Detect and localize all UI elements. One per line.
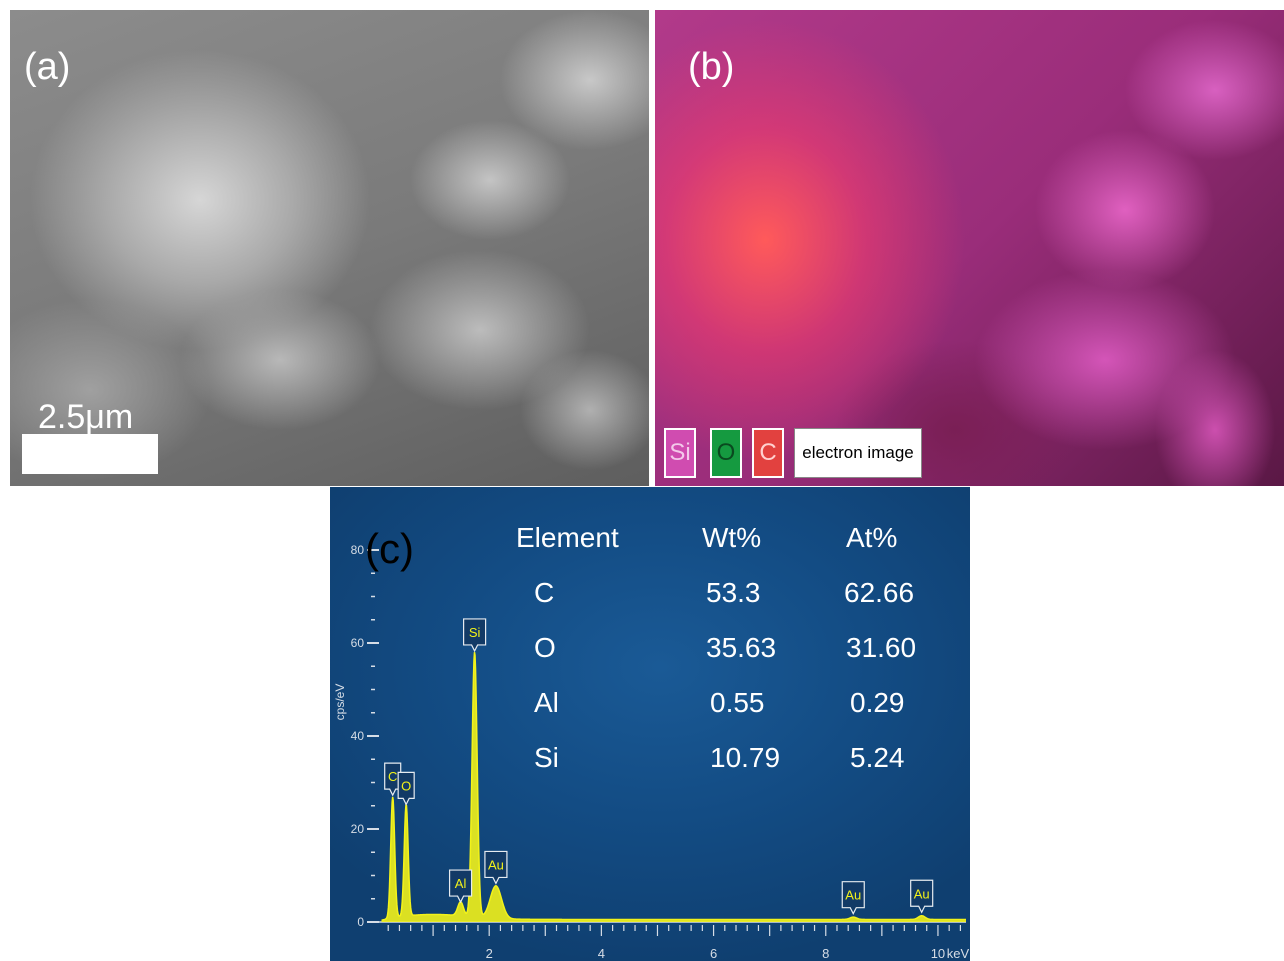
peak-label: C — [388, 769, 397, 784]
peak-marker — [397, 771, 415, 806]
peak-label: Au — [914, 886, 930, 901]
table-cell: 10.79 — [710, 742, 781, 773]
peak-marker — [484, 850, 508, 885]
x-axis-title: keV — [947, 946, 970, 961]
peak-marker — [841, 881, 865, 916]
table-cell: Si — [534, 742, 559, 773]
panel-b-label: (b) — [688, 46, 735, 88]
x-tick-label: 8 — [822, 946, 829, 961]
table-cell: O — [534, 632, 556, 663]
legend-si: Si — [664, 428, 696, 478]
peak-label: O — [401, 778, 411, 793]
table-cell: 31.60 — [846, 632, 917, 663]
peak-label: Si — [469, 625, 481, 640]
panel-a-label: (a) — [24, 46, 71, 88]
scale-bar — [22, 434, 158, 474]
table-header-wt: Wt% — [702, 522, 762, 553]
x-tick-label: 2 — [486, 946, 493, 961]
panel-c-label: (c) — [365, 525, 414, 572]
peak-marker — [910, 879, 934, 914]
table-cell: 0.55 — [710, 687, 765, 718]
table-header-element: Element — [516, 522, 619, 553]
y-tick-label: 40 — [351, 729, 365, 743]
table-cell: 35.63 — [706, 632, 777, 663]
legend-c: C — [752, 428, 784, 478]
spectrum-line — [381, 652, 966, 922]
legend-electron-image: electron image — [794, 428, 922, 478]
table-cell: Al — [534, 687, 559, 718]
peak-marker — [448, 869, 473, 904]
table-cell: 0.29 — [850, 687, 905, 718]
y-tick-label: 0 — [357, 915, 364, 929]
y-axis-title: cps/eV — [333, 684, 347, 721]
eds-spectrum-panel: 0 20 40 60 80 2 4 6 8 10 keV cps/eV C O Al Si Au Au Au — [330, 487, 970, 961]
table-cell: C — [534, 577, 555, 608]
x-tick-label: 4 — [598, 946, 605, 961]
table-cell: 53.3 — [706, 577, 761, 608]
table-header-at: At% — [846, 522, 898, 553]
table-cell: 5.24 — [850, 742, 905, 773]
y-tick-label: 80 — [351, 543, 365, 557]
x-tick-label: 10 — [931, 946, 945, 961]
y-tick-label: 20 — [351, 822, 365, 836]
sem-image-panel — [10, 10, 649, 486]
legend-o: O — [710, 428, 742, 478]
x-tick-label: 6 — [710, 946, 717, 961]
scale-bar-label: 2.5μm — [38, 398, 134, 436]
peak-marker — [463, 618, 487, 653]
table-cell: 62.66 — [844, 577, 915, 608]
peak-marker — [384, 762, 402, 797]
peak-label: Au — [845, 888, 861, 903]
y-tick-label: 60 — [351, 636, 365, 650]
peak-label: Au — [488, 857, 504, 872]
eds-map-panel — [655, 10, 1284, 486]
peak-label: Al — [455, 876, 467, 891]
